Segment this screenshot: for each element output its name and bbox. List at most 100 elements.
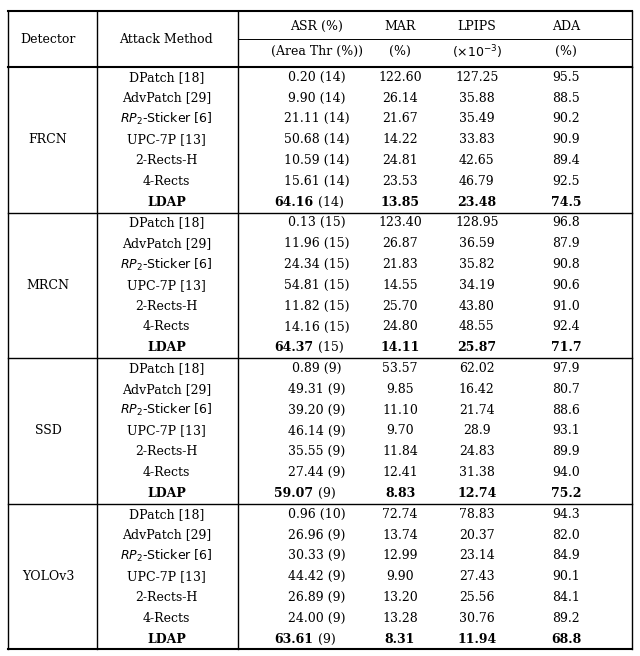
- Text: 9.90 (14): 9.90 (14): [288, 92, 346, 104]
- Text: 63.61 (9): 63.61 (9): [288, 632, 346, 646]
- Text: 0.13 (15): 0.13 (15): [288, 216, 346, 230]
- Text: 26.96 (9): 26.96 (9): [288, 529, 346, 541]
- Text: LDAP: LDAP: [147, 632, 186, 646]
- Text: 13.74: 13.74: [382, 529, 418, 541]
- Text: (9): (9): [314, 487, 335, 500]
- Text: $RP_2$-Sticker [6]: $RP_2$-Sticker [6]: [120, 548, 212, 564]
- Text: LPIPS: LPIPS: [458, 20, 496, 33]
- Text: 23.48: 23.48: [457, 195, 497, 209]
- Text: $RP_2$-Sticker [6]: $RP_2$-Sticker [6]: [120, 402, 212, 419]
- Text: 24.81: 24.81: [382, 154, 418, 167]
- Text: 64.16 (14): 64.16 (14): [284, 195, 349, 209]
- Text: 59.07 (9): 59.07 (9): [288, 487, 346, 500]
- Text: ASR (%): ASR (%): [291, 20, 343, 33]
- Text: 4-Rects: 4-Rects: [143, 612, 190, 625]
- Text: 89.4: 89.4: [552, 154, 580, 167]
- Text: UPC-7P [13]: UPC-7P [13]: [127, 279, 206, 292]
- Text: $RP_2$-Sticker [6]: $RP_2$-Sticker [6]: [120, 256, 212, 273]
- Text: 35.55 (9): 35.55 (9): [288, 445, 346, 459]
- Text: 9.70: 9.70: [386, 424, 414, 438]
- Text: 24.00 (9): 24.00 (9): [288, 612, 346, 625]
- Text: 46.79: 46.79: [459, 175, 495, 188]
- Text: 42.65: 42.65: [459, 154, 495, 167]
- Text: 13.28: 13.28: [382, 612, 418, 625]
- Text: 64.37 (15): 64.37 (15): [284, 341, 349, 354]
- Text: 64.16 (14): 64.16 (14): [284, 195, 349, 209]
- Text: 24.34 (15): 24.34 (15): [284, 258, 349, 271]
- Text: 93.1: 93.1: [552, 424, 580, 438]
- Text: 21.83: 21.83: [382, 258, 418, 271]
- Text: 4-Rects: 4-Rects: [143, 175, 190, 188]
- Text: AdvPatch [29]: AdvPatch [29]: [122, 383, 211, 396]
- Text: LDAP: LDAP: [147, 487, 186, 500]
- Text: 24.80: 24.80: [382, 321, 418, 333]
- Text: AdvPatch [29]: AdvPatch [29]: [122, 92, 211, 104]
- Text: 15.61 (14): 15.61 (14): [284, 175, 349, 188]
- Text: 23.14: 23.14: [459, 549, 495, 562]
- Text: 14.11: 14.11: [380, 341, 420, 354]
- Text: 89.9: 89.9: [552, 445, 580, 459]
- Text: 0.89 (9): 0.89 (9): [292, 362, 342, 375]
- Text: 0.96 (10): 0.96 (10): [288, 508, 346, 521]
- Text: MAR: MAR: [384, 20, 416, 33]
- Text: UPC-7P [13]: UPC-7P [13]: [127, 133, 206, 146]
- Text: 35.82: 35.82: [459, 258, 495, 271]
- Text: FRCN: FRCN: [29, 133, 67, 146]
- Text: 90.1: 90.1: [552, 570, 580, 583]
- Text: 21.74: 21.74: [459, 403, 495, 417]
- Text: 11.84: 11.84: [382, 445, 418, 459]
- Text: (15): (15): [314, 341, 343, 354]
- Text: 94.0: 94.0: [552, 466, 580, 479]
- Text: 26.14: 26.14: [382, 92, 418, 104]
- Text: 44.42 (9): 44.42 (9): [288, 570, 346, 583]
- Text: 21.67: 21.67: [382, 112, 418, 125]
- Text: 90.9: 90.9: [552, 133, 580, 146]
- Text: 4-Rects: 4-Rects: [143, 466, 190, 479]
- Text: 14.16 (15): 14.16 (15): [284, 321, 349, 333]
- Text: 128.95: 128.95: [455, 216, 499, 230]
- Text: 35.88: 35.88: [459, 92, 495, 104]
- Text: 74.5: 74.5: [551, 195, 582, 209]
- Text: 12.99: 12.99: [382, 549, 418, 562]
- Text: 88.5: 88.5: [552, 92, 580, 104]
- Text: (14): (14): [314, 195, 344, 209]
- Text: Detector: Detector: [20, 33, 76, 45]
- Text: 72.74: 72.74: [382, 508, 418, 521]
- Text: 2-Rects-H: 2-Rects-H: [135, 154, 198, 167]
- Text: 78.83: 78.83: [459, 508, 495, 521]
- Text: $(\times10^{-3})$: $(\times10^{-3})$: [452, 43, 502, 60]
- Text: 50.68 (14): 50.68 (14): [284, 133, 349, 146]
- Text: 88.6: 88.6: [552, 403, 580, 417]
- Text: 35.49: 35.49: [459, 112, 495, 125]
- Text: 75.2: 75.2: [551, 487, 582, 500]
- Text: 87.9: 87.9: [552, 237, 580, 250]
- Text: 30.76: 30.76: [459, 612, 495, 625]
- Text: 11.94: 11.94: [457, 632, 497, 646]
- Text: 82.0: 82.0: [552, 529, 580, 541]
- Text: 49.31 (9): 49.31 (9): [288, 383, 346, 396]
- Text: 2-Rects-H: 2-Rects-H: [135, 591, 198, 604]
- Text: $RP_2$-Sticker [6]: $RP_2$-Sticker [6]: [120, 111, 212, 127]
- Text: 30.33 (9): 30.33 (9): [288, 549, 346, 562]
- Text: 84.9: 84.9: [552, 549, 580, 562]
- Text: DPatch [18]: DPatch [18]: [129, 508, 204, 521]
- Text: 53.57: 53.57: [382, 362, 418, 375]
- Text: 34.19: 34.19: [459, 279, 495, 292]
- Text: 26.89 (9): 26.89 (9): [288, 591, 346, 604]
- Text: DPatch [18]: DPatch [18]: [129, 362, 204, 375]
- Text: 95.5: 95.5: [553, 71, 580, 84]
- Text: 31.38: 31.38: [459, 466, 495, 479]
- Text: 84.1: 84.1: [552, 591, 580, 604]
- Text: 39.20 (9): 39.20 (9): [288, 403, 346, 417]
- Text: 14.22: 14.22: [382, 133, 418, 146]
- Text: 24.83: 24.83: [459, 445, 495, 459]
- Text: (9): (9): [314, 632, 335, 646]
- Text: 33.83: 33.83: [459, 133, 495, 146]
- Text: 12.74: 12.74: [457, 487, 497, 500]
- Text: 92.5: 92.5: [553, 175, 580, 188]
- Text: 27.43: 27.43: [459, 570, 495, 583]
- Text: 10.59 (14): 10.59 (14): [284, 154, 349, 167]
- Text: 25.70: 25.70: [382, 300, 418, 313]
- Text: AdvPatch [29]: AdvPatch [29]: [122, 237, 211, 250]
- Text: AdvPatch [29]: AdvPatch [29]: [122, 529, 211, 541]
